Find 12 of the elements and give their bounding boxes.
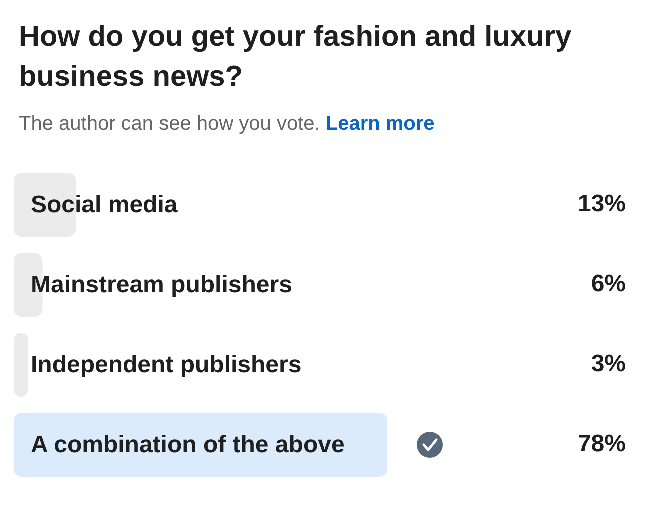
data-label: 3% bbox=[591, 350, 626, 378]
y-tick-label: Mainstream publishers bbox=[31, 272, 292, 298]
data-label: 6% bbox=[591, 270, 626, 298]
text: Learn more bbox=[326, 113, 435, 135]
y-tick-label: Independent publishers bbox=[31, 352, 302, 378]
y-tick-label: A combination of the above bbox=[31, 432, 345, 458]
chart-subtitle: The author can see how you vote. bbox=[19, 113, 320, 135]
data-label: 78% bbox=[578, 430, 626, 458]
data-label: 13% bbox=[578, 190, 626, 218]
chart-title: How do you get your fashion and luxury business news? bbox=[19, 21, 580, 93]
y-tick-label: Social media bbox=[31, 192, 178, 218]
bar bbox=[14, 413, 388, 477]
